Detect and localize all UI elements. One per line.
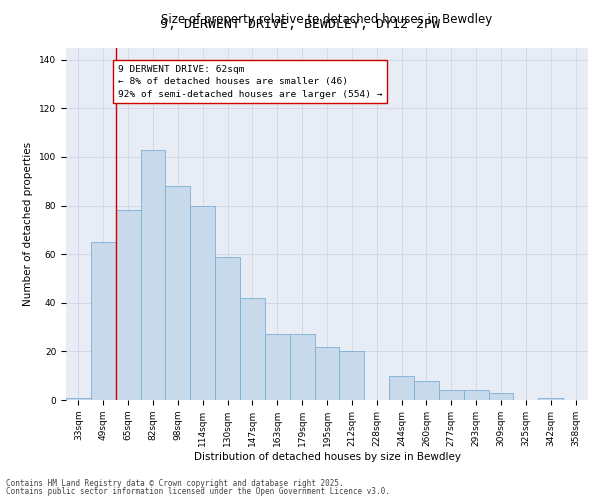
Text: Contains public sector information licensed under the Open Government Licence v3: Contains public sector information licen… (6, 487, 390, 496)
Bar (140, 150, 166, 400)
Text: 9 DERWENT DRIVE: 62sqm
← 8% of detached houses are smaller (46)
92% of semi-deta: 9 DERWENT DRIVE: 62sqm ← 8% of detached … (118, 64, 383, 98)
Bar (538, 398, 563, 400)
Bar (116, 210, 140, 400)
Bar (240, 298, 265, 400)
Title: Size of property relative to detached houses in Bewdley: Size of property relative to detached ho… (161, 12, 493, 26)
Bar (290, 334, 314, 400)
Bar (314, 346, 340, 400)
Bar (190, 206, 215, 400)
Bar (66, 398, 91, 400)
Bar (166, 186, 190, 400)
Bar (488, 392, 514, 400)
Bar (464, 390, 488, 400)
Bar (215, 256, 240, 400)
Bar (265, 334, 290, 400)
Bar (439, 390, 464, 400)
Bar (414, 380, 439, 400)
X-axis label: Distribution of detached houses by size in Bewdley: Distribution of detached houses by size … (193, 452, 461, 462)
Bar (340, 352, 364, 400)
Bar (91, 242, 116, 400)
Y-axis label: Number of detached properties: Number of detached properties (23, 142, 34, 306)
Bar (389, 376, 414, 400)
Text: Contains HM Land Registry data © Crown copyright and database right 2025.: Contains HM Land Registry data © Crown c… (6, 478, 344, 488)
Text: 9, DERWENT DRIVE, BEWDLEY, DY12 2PW: 9, DERWENT DRIVE, BEWDLEY, DY12 2PW (160, 18, 440, 30)
